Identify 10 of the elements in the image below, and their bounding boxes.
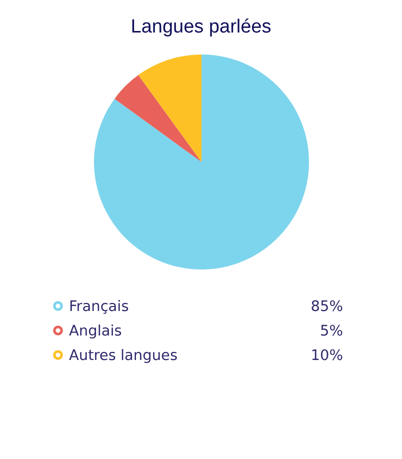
pie-slice — [114, 75, 202, 162]
chart-title: Langues parlées — [130, 16, 272, 38]
legend-label: Autres langues — [69, 348, 178, 364]
data-label: 5% — [320, 324, 343, 340]
data-label: 10% — [310, 348, 343, 364]
legend-label: Anglais — [69, 324, 122, 340]
legend-label: Français — [69, 299, 129, 316]
pie-slice — [94, 54, 309, 270]
data-label: 85% — [310, 299, 343, 316]
pie-slice — [138, 54, 202, 162]
